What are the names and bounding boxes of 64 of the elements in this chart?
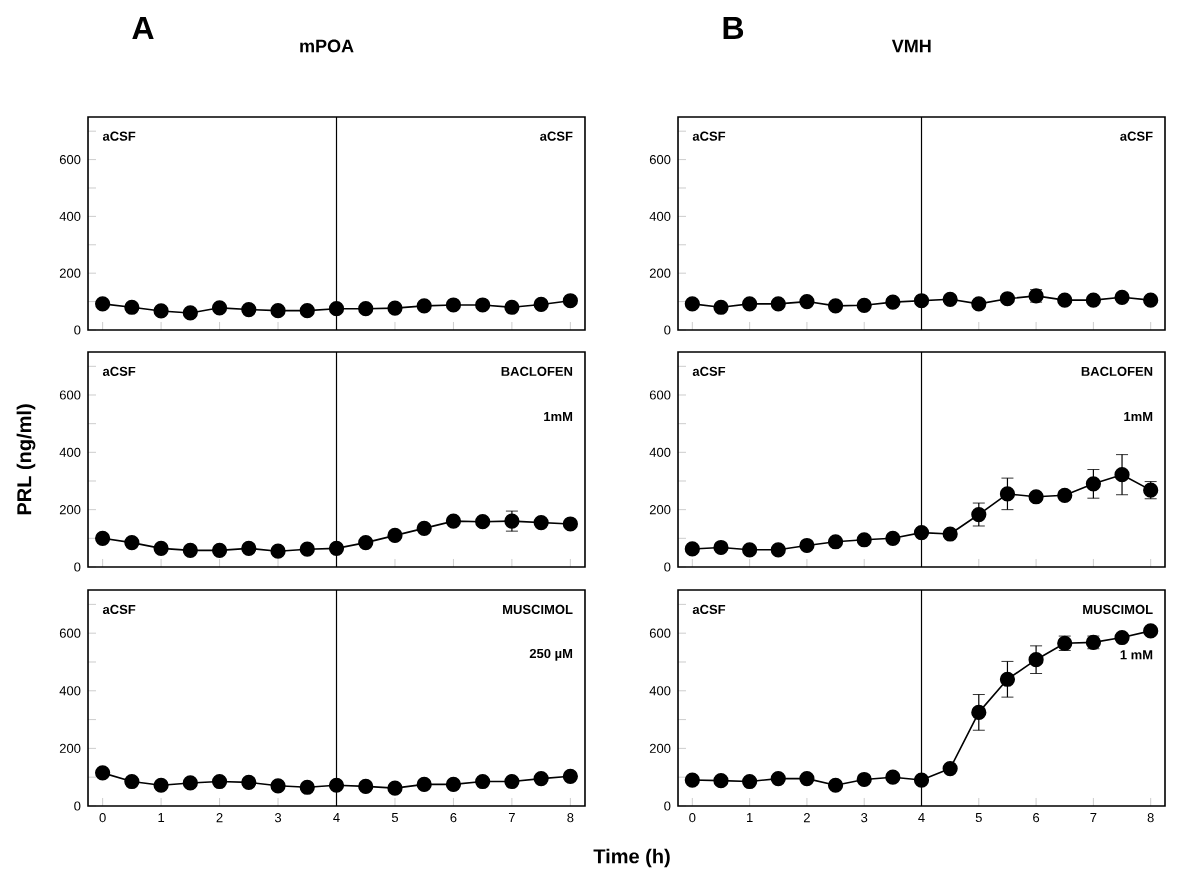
y-axis-title: PRL (ng/ml) — [16, 404, 36, 515]
annotation: aCSF — [540, 131, 573, 141]
chart-title: A — [132, 16, 154, 39]
y-tick-label: 600 — [649, 390, 671, 400]
x-tick-label: 5 — [975, 813, 982, 823]
y-tick-label: 200 — [649, 505, 671, 515]
annotation: BACLOFEN — [1081, 366, 1153, 376]
x-axis-title: Time (h) — [593, 848, 670, 868]
x-tick-label: 0 — [689, 813, 696, 823]
y-tick-label: 200 — [59, 268, 81, 278]
y-tick-label: 0 — [74, 801, 81, 811]
x-tick-label: 5 — [391, 813, 399, 823]
y-tick-label: 400 — [59, 447, 81, 457]
y-tick-label: 600 — [59, 155, 81, 165]
annotation: aCSF — [692, 131, 726, 141]
y-tick-label: 0 — [664, 325, 671, 335]
annotation: 1mM — [544, 412, 573, 421]
y-tick-label: 600 — [59, 628, 81, 638]
y-tick-label: 200 — [59, 743, 81, 753]
y-tick-label: 400 — [649, 447, 671, 457]
annotation: MUSCIMOL — [1083, 604, 1153, 615]
annotation: BACLOFEN — [501, 366, 573, 376]
annotation: aCSF — [692, 604, 726, 615]
x-tick-label: 2 — [216, 813, 223, 823]
annotation: aCSF — [102, 131, 136, 141]
chart-subtitle: VMH — [891, 39, 931, 53]
y-tick-label: 600 — [649, 628, 671, 638]
annotation: MUSCIMOL — [503, 604, 573, 615]
y-tick-label: 0 — [664, 801, 671, 811]
x-tick-label: 7 — [1090, 813, 1097, 822]
y-tick-label: 0 — [74, 562, 81, 572]
y-tick-label: 0 — [664, 562, 671, 572]
x-tick-label: 3 — [274, 813, 282, 823]
y-tick-label: 200 — [649, 743, 671, 753]
y-tick-label: 400 — [59, 686, 81, 696]
chart-title: B — [723, 16, 744, 39]
y-tick-label: 0 — [74, 325, 81, 335]
x-tick-label: 1 — [747, 813, 753, 822]
y-tick-label: 400 — [649, 686, 671, 696]
x-tick-label: 6 — [1033, 813, 1040, 823]
x-tick-label: 4 — [918, 813, 925, 822]
x-tick-label: 8 — [567, 813, 574, 823]
annotation: aCSF — [102, 604, 136, 615]
x-tick-label: 0 — [99, 813, 106, 823]
x-tick-label: 6 — [450, 813, 457, 823]
y-tick-label: 400 — [59, 211, 81, 221]
x-tick-label: 8 — [1147, 813, 1154, 823]
x-tick-label: 7 — [508, 813, 515, 822]
annotation: aCSF — [102, 366, 136, 376]
y-tick-label: 600 — [59, 390, 81, 400]
y-tick-label: 400 — [649, 211, 671, 221]
y-tick-label: 600 — [649, 155, 671, 165]
x-tick-label: 2 — [803, 813, 810, 823]
y-tick-label: 200 — [59, 505, 81, 515]
annotation: aCSF — [1120, 131, 1153, 141]
y-tick-label: 200 — [649, 268, 671, 278]
x-tick-label: 1 — [158, 813, 165, 822]
chart-subtitle: mPOA — [300, 39, 354, 53]
x-tick-label: 3 — [861, 813, 868, 823]
annotation: aCSF — [692, 366, 726, 376]
annotation: 1mM — [1124, 412, 1153, 421]
annotation: 1 mM — [1120, 650, 1153, 660]
x-tick-label: 4 — [333, 813, 340, 822]
annotation: 250 µM — [529, 648, 573, 661]
